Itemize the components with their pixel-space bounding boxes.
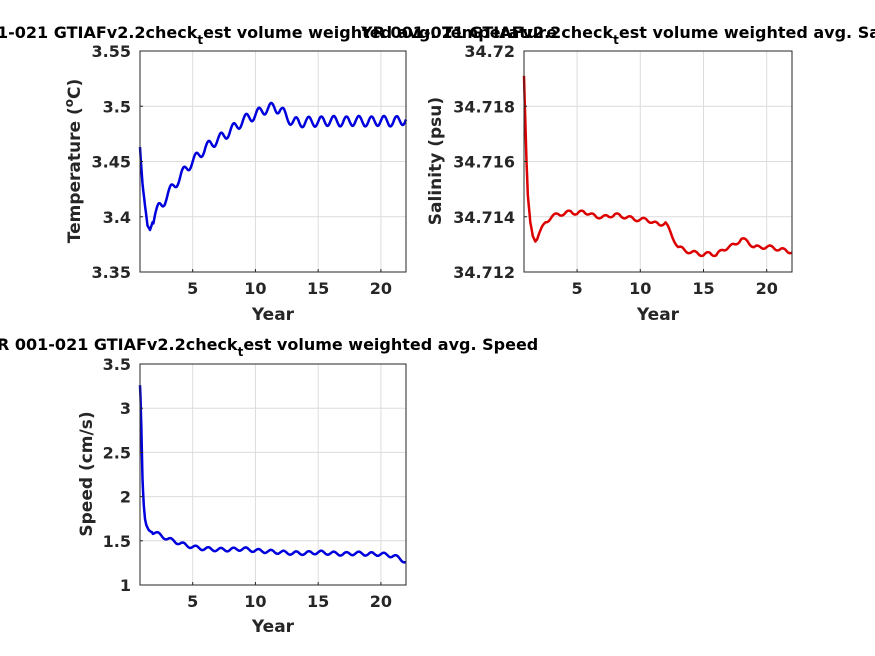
speed-ytick-label: 3 [120,399,131,418]
temperature-xtick-label: 20 [370,279,392,298]
speed-title-main: R 001-021 GTIAFv2.2check [0,335,238,354]
speed-ylabel: Speed (cm/s) [77,411,97,536]
speed-subplot: 5 10 15 20 1 1.5 2 2.5 3 3.5 Year Speed (cm/s) R … [0,335,538,637]
temperature-grid [140,50,406,273]
temperature-xtick-label: 15 [307,279,329,298]
temperature-xlabel: Year [251,305,295,325]
temperature-ytick-label: 3.4 [103,208,131,227]
speed-ytick-label: 1.5 [103,532,131,551]
salinity-title-subscript: t [613,33,619,47]
salinity-title-main: YR 001-021 GTIAFv2.2check [360,23,614,42]
speed-xtick-label: 20 [370,592,392,611]
speed-title-rest: est volume weighted avg. Speed [243,335,538,354]
temperature-ticks: 5 10 15 20 3.35 3.4 3.45 3.5 3.55 [92,42,393,298]
speed-xtick-label: 15 [307,592,329,611]
salinity-ytick-label: 34.714 [453,208,515,227]
speed-series-line [138,385,407,564]
salinity-subplot: 5 10 15 20 34.712 34.714 34.716 34.718 34.72 Yea… [360,23,875,325]
speed-axes-frame [139,363,407,586]
salinity-series-line [522,75,793,258]
speed-ytick-label: 1 [120,576,131,595]
temperature-title-subscript: t [197,33,203,47]
speed-ytick-label: 3.5 [103,355,131,374]
temperature-xtick-label: 10 [244,279,266,298]
temperature-title: 1-021 GTIAFv2.2checktest volume weighted… [0,23,557,47]
salinity-ytick-label: 34.716 [453,153,515,172]
salinity-xtick-label: 10 [629,279,651,298]
speed-ytick-label: 2.5 [103,443,131,462]
speed-xlabel: Year [251,617,295,637]
salinity-grid [524,50,792,273]
temperature-subplot: 5 10 15 20 3.35 3.4 3.45 3.5 3.55 Year Temperatu… [0,23,557,325]
salinity-title-rest: est volume weighted avg. Salinity [619,23,875,42]
salinity-ytick-label: 34.712 [453,263,515,282]
salinity-ytick-label: 34.72 [464,42,515,61]
salinity-xtick-label: 20 [756,279,778,298]
temperature-title-main: 1-021 GTIAFv2.2check [0,23,198,42]
speed-ytick-label: 2 [120,488,131,507]
salinity-ytick-label: 34.718 [453,97,515,116]
salinity-ticks: 5 10 15 20 34.712 34.714 34.716 34.718 34.72 [453,42,778,298]
salinity-xtick-label: 15 [692,279,714,298]
speed-title-subscript: t [238,345,244,359]
temperature-xtick-label: 5 [187,279,198,298]
speed-xtick-label: 5 [187,592,198,611]
salinity-xtick-label: 5 [572,279,583,298]
salinity-ylabel: Salinity (psu) [426,97,446,225]
salinity-xlabel: Year [636,305,680,325]
speed-ticks: 5 10 15 20 1 1.5 2 2.5 3 3.5 [103,355,392,611]
temperature-ytick-label: 3.35 [92,263,131,282]
speed-title: R 001-021 GTIAFv2.2checktest volume weig… [0,335,538,359]
temperature-series-line [138,101,408,232]
speed-xtick-label: 10 [244,592,266,611]
temperature-ytick-label: 3.5 [103,97,131,116]
temperature-ytick-label: 3.45 [92,153,131,172]
temperature-ytick-label: 3.55 [92,42,131,61]
salinity-title: YR 001-021 GTIAFv2.2checktest volume wei… [360,23,875,47]
temperature-ylabel: Temperature (oC) [62,79,85,243]
temperature-title-rest: est volume weighted avg. Temperature [203,23,557,42]
